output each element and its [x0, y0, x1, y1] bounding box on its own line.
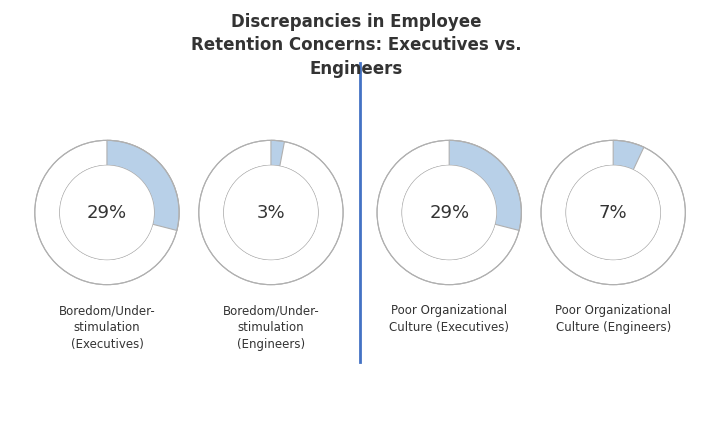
- Circle shape: [60, 166, 154, 260]
- Wedge shape: [271, 141, 284, 167]
- Text: Discrepancies in Employee
Retention Concerns: Executives vs.
Engineers: Discrepancies in Employee Retention Conc…: [191, 13, 522, 78]
- Wedge shape: [107, 141, 179, 231]
- Circle shape: [224, 166, 318, 260]
- Wedge shape: [199, 141, 343, 285]
- Text: 29%: 29%: [87, 204, 127, 222]
- Circle shape: [402, 166, 496, 260]
- Wedge shape: [377, 141, 521, 285]
- Wedge shape: [541, 141, 685, 285]
- Circle shape: [566, 166, 660, 260]
- Text: Boredom/Under-
stimulation
(Engineers): Boredom/Under- stimulation (Engineers): [222, 304, 319, 351]
- Wedge shape: [35, 141, 179, 285]
- Text: Boredom/Under-
stimulation
(Executives): Boredom/Under- stimulation (Executives): [58, 304, 155, 351]
- Wedge shape: [449, 141, 521, 231]
- Text: 7%: 7%: [599, 204, 627, 222]
- Text: Poor Organizational
Culture (Engineers): Poor Organizational Culture (Engineers): [555, 304, 671, 334]
- Text: 3%: 3%: [257, 204, 285, 222]
- Text: Poor Organizational
Culture (Executives): Poor Organizational Culture (Executives): [389, 304, 509, 334]
- Wedge shape: [613, 141, 644, 170]
- Text: 29%: 29%: [429, 204, 469, 222]
